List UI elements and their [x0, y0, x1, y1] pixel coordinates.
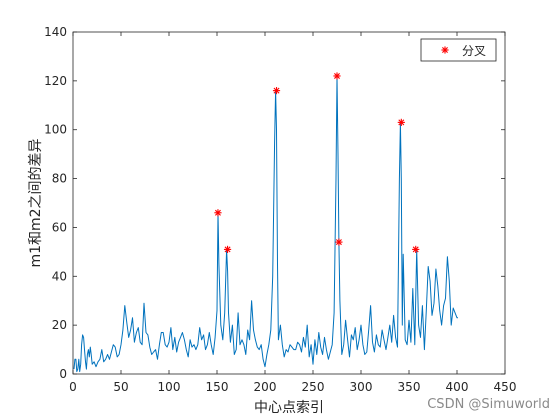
y-tick-label: 60 [52, 220, 67, 234]
legend-label: 分叉 [462, 44, 486, 58]
y-tick-label: 140 [44, 25, 67, 39]
y-axis-label: m1和m2之间的差异 [28, 138, 44, 267]
x-tick-label: 200 [254, 380, 277, 394]
bifurcation-marker [214, 209, 222, 217]
series-lines [73, 75, 458, 373]
y-tick-label: 120 [44, 74, 67, 88]
plot-area-box [72, 31, 506, 375]
series-markers [214, 72, 420, 254]
y-axis-ticks: 0 20 40 60 80 100 120 140 [44, 25, 505, 381]
x-axis-ticks: 0 50 100 150 200 250 300 350 400 450 [69, 32, 516, 394]
x-tick-label: 100 [158, 380, 181, 394]
legend-marker-star [441, 46, 449, 54]
y-tick-label: 80 [52, 172, 67, 186]
legend: 分叉 [420, 38, 497, 62]
bifurcation-marker [223, 245, 232, 254]
bifurcation-marker [397, 118, 405, 126]
legend-marker [441, 46, 449, 54]
x-tick-label: 150 [206, 380, 229, 394]
x-tick-label: 350 [398, 380, 421, 394]
bifurcation-marker [335, 238, 343, 246]
x-axis-label: 中心点索引 [254, 399, 324, 416]
y-tick-label: 100 [44, 123, 67, 137]
x-tick-label: 300 [350, 380, 373, 394]
bifurcation-marker [272, 87, 281, 95]
x-tick-label: 400 [446, 380, 469, 394]
watermark: CSDN @Simuworld [427, 397, 550, 412]
bifurcation-marker [412, 245, 420, 254]
y-tick-label: 20 [52, 318, 67, 332]
y-tick-label: 40 [52, 269, 67, 283]
series-line [73, 75, 458, 373]
x-tick-label: 250 [302, 380, 325, 394]
bifurcation-marker [333, 72, 341, 80]
x-tick-label: 50 [113, 380, 128, 394]
x-tick-label: 0 [69, 380, 77, 394]
x-tick-label: 450 [494, 380, 517, 394]
legend-box [420, 38, 497, 62]
axes-frame [72, 31, 506, 375]
y-tick-label: 0 [59, 367, 67, 381]
